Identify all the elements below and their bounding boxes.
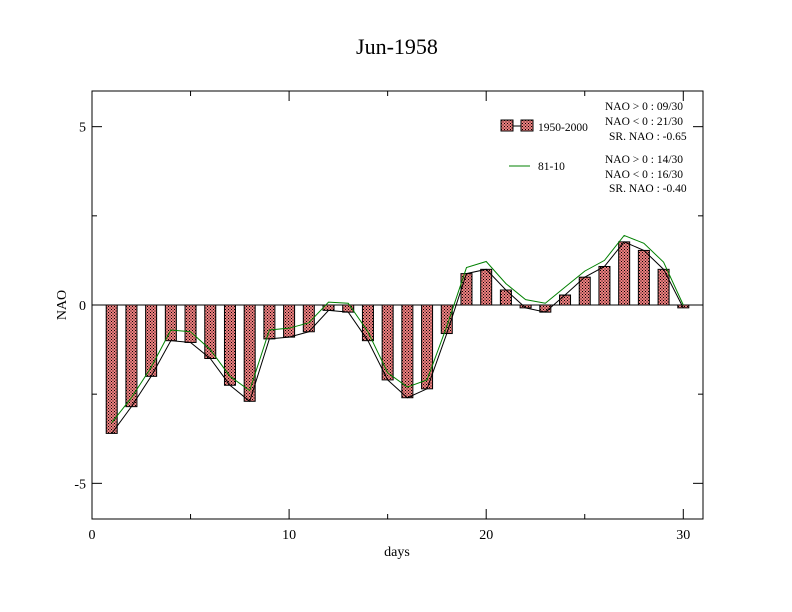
y-tick-label: -5 [74,477,86,492]
bar-day-5 [184,304,197,343]
bar-day-10 [283,304,296,338]
y-axis-label: NAO [55,290,70,320]
y-axis: -5 0 5 [74,121,703,492]
bar-day-27 [618,241,631,306]
x-tick-label: 20 [479,528,493,543]
x-tick-label: 30 [676,528,690,543]
bar-series [105,241,690,434]
bar-day-1 [105,304,118,434]
legend: 1950-2000 81-10 [500,119,588,173]
plot-area: 0 10 20 30 -5 0 5 [74,90,704,543]
bar-day-28 [637,249,650,306]
bar-day-17 [421,304,434,390]
x-axis-label: days [384,545,410,560]
bar-day-4 [164,304,177,342]
y-tick-label: 5 [79,121,86,136]
y-tick-label: 0 [79,299,86,314]
legend-bar-swatch [500,119,514,132]
bar-day-9 [263,304,276,340]
stat-nao-negative-1950: NAO < 0 : 21/30 [605,116,683,128]
legend-label-81-10: 81-10 [538,161,565,173]
stat-nao-positive-8110: NAO > 0 : 14/30 [605,154,683,166]
bar-day-21 [499,289,512,306]
line-series [111,234,684,434]
bar-day-3 [145,304,158,377]
stat-sr-nao-8110: SR. NAO : -0.40 [609,183,687,195]
bar-day-25 [578,276,591,306]
x-axis: 0 10 20 30 [89,91,690,543]
stat-nao-positive-1950: NAO > 0 : 09/30 [605,101,683,113]
legend-bar-swatch [520,119,534,132]
bar-day-24 [559,294,572,306]
stats-annotations: NAO > 0 : 09/30 NAO < 0 : 21/30 SR. NAO … [605,101,687,195]
chart-title: Jun-1958 [356,34,438,59]
legend-label-1950-2000: 1950-2000 [538,122,588,134]
x-tick-label: 0 [89,528,96,543]
line-series-81-10 [111,234,684,424]
bar-day-8 [243,304,256,402]
line-series-1950-2000 [111,241,684,434]
bar-day-26 [598,265,611,306]
bar-day-15 [381,304,394,381]
bar-day-6 [204,304,217,359]
bar-day-29 [657,268,670,306]
bar-day-18 [440,304,453,335]
x-tick-label: 10 [282,528,296,543]
stat-sr-nao-1950: SR. NAO : -0.65 [609,131,687,143]
bar-day-7 [223,304,236,386]
bar-day-20 [480,268,493,306]
stat-nao-negative-8110: NAO < 0 : 16/30 [605,169,683,181]
